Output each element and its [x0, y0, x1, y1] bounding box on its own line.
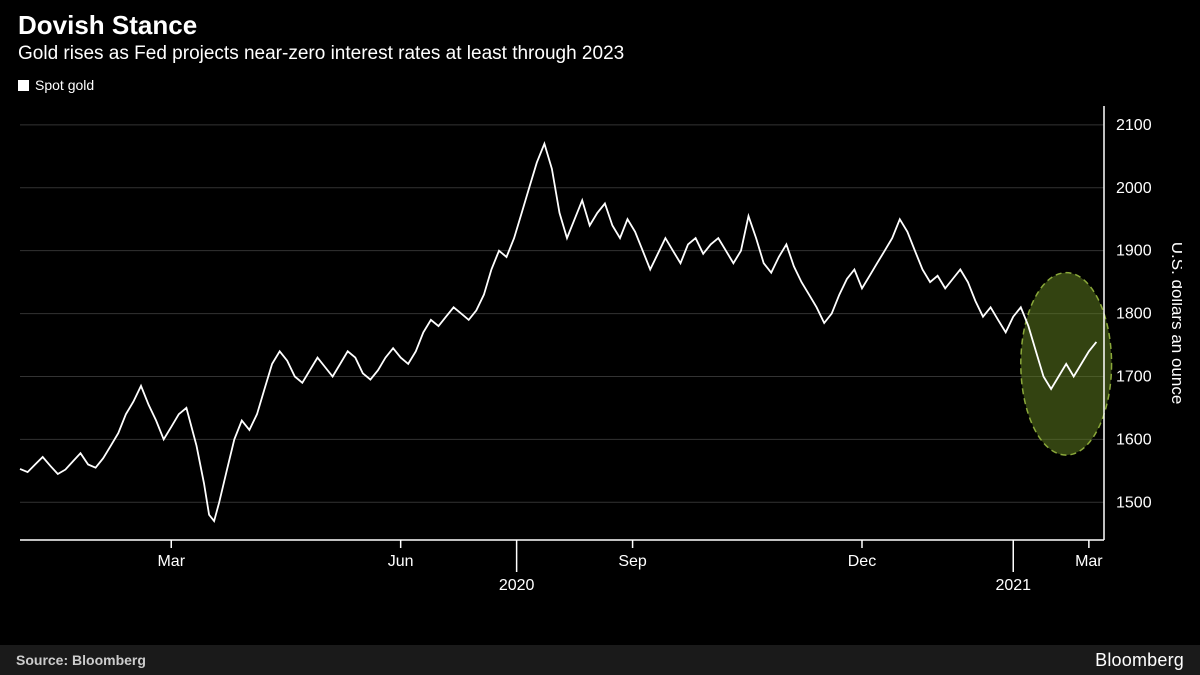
chart-legend: Spot gold	[0, 69, 1200, 97]
y-tick-label: 1500	[1116, 494, 1152, 511]
y-axis-title: U.S. dollars an ounce	[1168, 242, 1182, 405]
y-tick-label: 1700	[1116, 368, 1152, 385]
x-tick-label: Mar	[1075, 553, 1103, 570]
x-tick-label: Mar	[157, 553, 185, 570]
y-tick-label: 1900	[1116, 243, 1152, 260]
y-tick-label: 1800	[1116, 306, 1152, 323]
legend-series-label: Spot gold	[35, 77, 94, 93]
x-year-label: 2020	[499, 577, 535, 594]
chart-header: Dovish Stance Gold rises as Fed projects…	[0, 0, 1200, 69]
brand-logo: Bloomberg	[1095, 650, 1184, 671]
chart-source: Source: Bloomberg	[16, 652, 146, 668]
chart-plot-area: 1500 1600 1700 1800 1900 2000 2100 Mar Jun Sep Dec…	[18, 100, 1182, 610]
chart-footer: Source: Bloomberg Bloomberg	[0, 645, 1200, 675]
x-tick-label: Dec	[848, 553, 876, 570]
y-tick-label: 2000	[1116, 180, 1152, 197]
chart-subtitle: Gold rises as Fed projects near-zero int…	[18, 43, 1182, 65]
y-tick-label: 1600	[1116, 431, 1152, 448]
series-line-spot-gold	[20, 144, 1096, 521]
chart-title: Dovish Stance	[18, 10, 1182, 41]
y-tick-label: 2100	[1116, 117, 1152, 134]
legend-swatch	[18, 80, 29, 91]
x-tick-label: Jun	[388, 553, 414, 570]
x-tick-label: Sep	[618, 553, 647, 570]
chart-svg: 1500 1600 1700 1800 1900 2000 2100 Mar Jun Sep Dec…	[18, 100, 1182, 610]
x-year-label: 2021	[995, 577, 1031, 594]
